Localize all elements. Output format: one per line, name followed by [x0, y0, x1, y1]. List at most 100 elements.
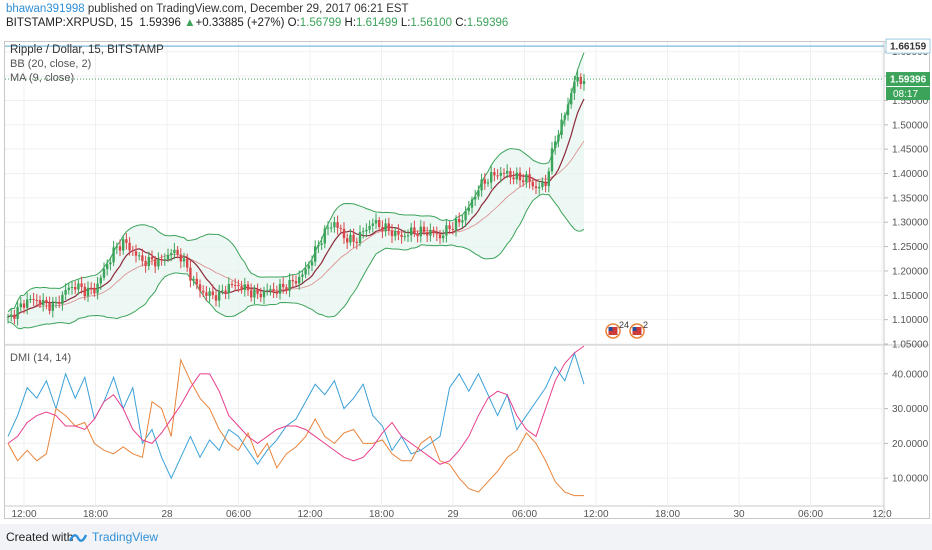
candle-body [282, 283, 285, 288]
candle-body [198, 284, 202, 291]
candle-body [96, 283, 99, 294]
candle-body [243, 284, 246, 291]
price-tick-label: 1.50000 [892, 120, 929, 131]
event-badge-1-flag-canton [608, 327, 613, 331]
candle-body [387, 223, 390, 231]
candle-body [278, 283, 282, 294]
ma-line [7, 98, 585, 318]
candle-body [77, 283, 80, 290]
ma-legend[interactable]: MA (9, close) [10, 72, 75, 84]
tradingview-link[interactable]: TradingView [92, 530, 159, 544]
candle-body [515, 172, 518, 180]
author-link[interactable]: bhawan391998 [6, 3, 85, 15]
time-tick-label: 12:00 [297, 509, 322, 520]
candle-body [397, 230, 400, 235]
bb-legend[interactable]: BB (20, close, 2) [10, 58, 92, 70]
candle-body [534, 186, 538, 189]
price-tick-label: 1.25000 [892, 242, 929, 253]
candle-body [16, 307, 19, 319]
price-tick-label: 1.05000 [892, 340, 929, 351]
candle-body [195, 278, 198, 285]
dmi-legend[interactable]: DMI (14, 14) [10, 352, 72, 364]
candle-body [154, 259, 157, 267]
close-value: 1.59396 [466, 17, 509, 29]
time-tick-label: 29 [447, 509, 459, 520]
candle-body [435, 233, 438, 235]
dmi-tick-label: 40.0000 [892, 369, 929, 380]
candle-body [493, 172, 496, 176]
candle-body [374, 219, 378, 224]
candle-body [403, 236, 406, 238]
publish-info: bhawan391998 published on TradingView.co… [6, 3, 409, 15]
candle-body [118, 246, 122, 251]
event-badge-2-count: 2 [643, 320, 648, 330]
candle-body [26, 299, 29, 308]
candle-body [438, 234, 442, 239]
candle-body [304, 268, 307, 275]
candle-body [211, 291, 214, 296]
candle-body [150, 256, 154, 260]
chart-title: Ripple / Dollar, 15, BITSTAMP [10, 44, 164, 56]
candle-body [32, 298, 35, 300]
candle-body [234, 284, 237, 286]
time-tick-label: 18:00 [655, 509, 680, 520]
candle-body [378, 219, 381, 227]
candle-body [483, 179, 486, 184]
last-marker-label: 1.59396 [890, 75, 927, 86]
candle-body [557, 134, 560, 142]
candle-body [317, 244, 320, 247]
candle-body [416, 233, 419, 237]
candle-body [64, 289, 67, 295]
candle-body [122, 239, 125, 251]
candle-body [400, 234, 403, 237]
candle-body [262, 290, 266, 298]
candle-body [93, 287, 96, 294]
candle-body [38, 300, 42, 306]
candle-body [582, 80, 586, 85]
candle-body [451, 228, 454, 230]
candle-body [554, 141, 557, 149]
candle-body [189, 267, 192, 281]
candle-body [186, 258, 189, 268]
close-label: C: [455, 17, 467, 29]
candle-body [477, 190, 480, 197]
candle-body [419, 226, 422, 237]
candle-body [301, 274, 304, 277]
candle-body [314, 246, 317, 262]
candle-body [173, 249, 176, 254]
candle-body [35, 299, 38, 301]
candle-body [355, 241, 358, 244]
dmi-tick-label: 30.0000 [892, 404, 929, 415]
candle-body [285, 287, 288, 291]
candle-body [454, 218, 458, 230]
candle-body [10, 314, 13, 317]
candle-body [426, 232, 429, 236]
candle-body [371, 223, 374, 226]
time-tick-label: 12:0 [872, 509, 892, 520]
dmi-tick-label: 20.0000 [892, 439, 929, 450]
ohlc-bar: BITSTAMP:XRPUSD, 15 1.59396 ▲+0.33885 (+… [6, 17, 508, 29]
open-value: 1.56799 [299, 17, 342, 29]
candle-body [240, 286, 243, 291]
candle-body [272, 288, 275, 292]
candle-body [6, 316, 10, 318]
candle-body [275, 291, 278, 294]
low-value: 1.56100 [410, 17, 452, 29]
candle-body [432, 229, 435, 234]
candle-body [442, 235, 445, 239]
candle-body [115, 246, 118, 248]
price-tick-label: 1.30000 [892, 218, 929, 229]
candle-body [99, 277, 102, 284]
candle-body [157, 258, 160, 267]
candle-body [80, 283, 83, 287]
candle-body [29, 298, 32, 300]
chart-canvas[interactable]: 12:00 18:00 28 06:00 12:00 18:00 29 06:00 12:00 1… [0, 0, 932, 524]
candle-body [256, 289, 259, 294]
candle-body [90, 287, 93, 289]
candle-body [323, 228, 326, 244]
candle-body [461, 220, 464, 223]
candle-body [109, 262, 112, 265]
price-tick-label: 1.55000 [892, 96, 929, 107]
candle-body [346, 238, 349, 243]
candle-body [528, 174, 531, 182]
